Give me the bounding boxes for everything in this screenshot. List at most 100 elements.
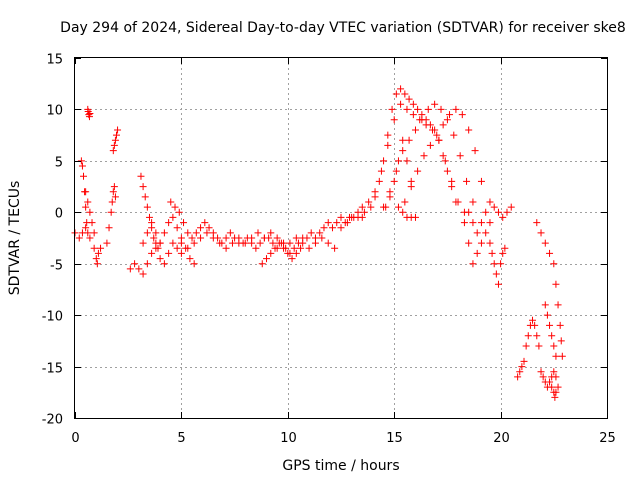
series-arc-17 xyxy=(382,136,415,211)
data-point xyxy=(112,131,120,139)
data-point xyxy=(397,100,405,108)
data-point xyxy=(254,229,262,237)
data-point xyxy=(469,260,477,268)
data-point xyxy=(492,270,500,278)
data-point xyxy=(394,203,402,211)
data-point xyxy=(288,255,296,263)
data-point xyxy=(456,152,464,160)
data-point xyxy=(90,244,98,252)
data-point xyxy=(552,388,560,396)
data-point xyxy=(92,255,100,263)
data-point xyxy=(139,183,147,191)
data-point xyxy=(154,244,162,252)
data-point xyxy=(367,203,375,211)
data-point xyxy=(82,224,90,232)
data-point xyxy=(203,229,211,237)
data-point xyxy=(165,219,173,227)
data-point xyxy=(337,213,345,221)
data-point xyxy=(284,249,292,257)
data-point xyxy=(439,121,447,129)
data-point xyxy=(554,383,562,391)
y-tick-label: 15 xyxy=(46,53,63,68)
data-point xyxy=(190,239,198,247)
series-arc-16 xyxy=(401,105,485,206)
data-point xyxy=(471,147,479,155)
x-tick-label: 5 xyxy=(177,431,185,446)
data-point xyxy=(84,198,92,206)
data-point xyxy=(197,224,205,232)
data-point xyxy=(392,167,400,175)
data-point xyxy=(269,239,277,247)
data-point xyxy=(267,229,275,237)
data-point xyxy=(441,157,449,165)
data-point xyxy=(414,167,422,175)
data-point xyxy=(384,131,392,139)
data-point xyxy=(197,234,205,242)
data-point xyxy=(228,239,236,247)
data-point xyxy=(169,213,177,221)
y-tick-label: 5 xyxy=(55,156,63,171)
data-point xyxy=(216,239,224,247)
data-point xyxy=(535,342,543,350)
data-point xyxy=(473,229,481,237)
data-point xyxy=(333,219,341,227)
series-arc-11 xyxy=(177,229,339,252)
data-point xyxy=(331,244,339,252)
data-point xyxy=(477,177,485,185)
data-point xyxy=(507,203,515,211)
data-point xyxy=(541,301,549,309)
data-point xyxy=(382,203,390,211)
data-point xyxy=(435,136,443,144)
data-point xyxy=(529,316,537,324)
data-point xyxy=(499,249,507,257)
data-point xyxy=(126,265,134,273)
data-point xyxy=(546,378,554,386)
x-tick-label: 0 xyxy=(71,431,79,446)
data-point xyxy=(222,244,230,252)
data-point xyxy=(77,157,85,165)
data-point xyxy=(109,147,117,155)
data-point xyxy=(324,219,332,227)
data-point xyxy=(448,177,456,185)
series-arc-12 xyxy=(258,239,305,268)
data-point xyxy=(292,249,300,257)
data-point xyxy=(169,239,177,247)
data-point xyxy=(537,229,545,237)
data-point xyxy=(143,260,151,268)
data-point xyxy=(390,116,398,124)
data-point xyxy=(143,229,151,237)
data-point xyxy=(292,234,300,242)
data-point xyxy=(111,193,119,201)
data-point xyxy=(424,105,432,113)
data-point xyxy=(486,219,494,227)
data-point xyxy=(184,229,192,237)
data-point xyxy=(190,260,198,268)
data-point xyxy=(184,244,192,252)
data-point xyxy=(407,177,415,185)
data-point xyxy=(107,208,115,216)
series-arc-20 xyxy=(460,219,494,268)
data-point xyxy=(137,172,145,180)
y-axis-title: SDTVAR / TECUs xyxy=(7,181,23,296)
data-point xyxy=(180,219,188,227)
data-point xyxy=(514,373,522,381)
data-point xyxy=(226,229,234,237)
data-point xyxy=(450,131,458,139)
data-point xyxy=(150,234,158,242)
data-point xyxy=(550,368,558,376)
data-point xyxy=(108,198,116,206)
data-point xyxy=(348,213,356,221)
data-point xyxy=(411,126,419,134)
data-point xyxy=(177,239,185,247)
data-point xyxy=(477,219,485,227)
data-point xyxy=(156,255,164,263)
data-point xyxy=(135,265,143,273)
data-point xyxy=(431,100,439,108)
series-arc-26 xyxy=(548,383,560,401)
data-point xyxy=(78,162,86,170)
data-point xyxy=(497,260,505,268)
x-tick-label: 15 xyxy=(386,431,403,446)
data-point xyxy=(360,208,368,216)
data-point xyxy=(143,203,151,211)
data-point xyxy=(188,234,196,242)
